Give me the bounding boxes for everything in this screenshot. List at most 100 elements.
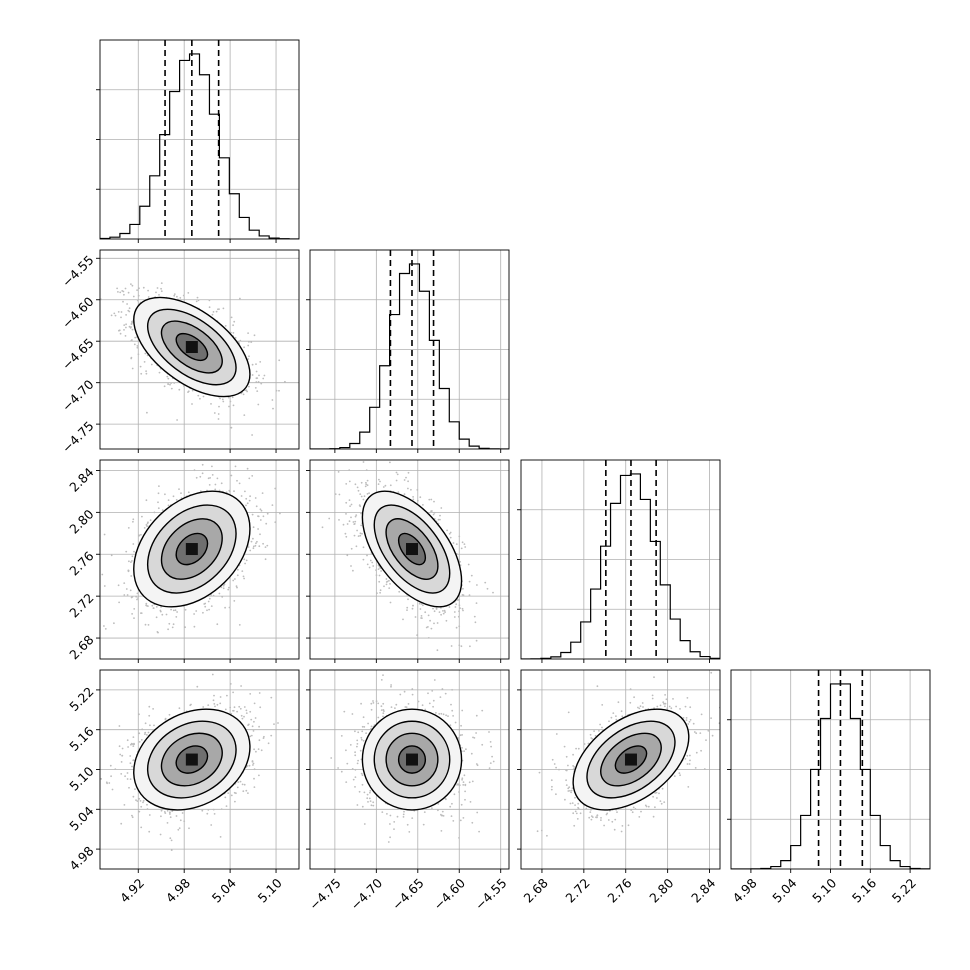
- scatter-point: [157, 507, 160, 510]
- scatter-point: [210, 605, 213, 607]
- scatter-point: [271, 504, 274, 506]
- scatter-point: [176, 295, 178, 298]
- scatter-point: [246, 502, 249, 505]
- scatter-point: [127, 560, 130, 563]
- scatter-point: [131, 284, 134, 287]
- scatter-point: [175, 499, 178, 501]
- scatter-point: [129, 589, 132, 592]
- scatter-point: [458, 610, 460, 613]
- scatter-point: [155, 291, 157, 294]
- scatter-point: [123, 293, 125, 296]
- scatter-point: [328, 517, 331, 520]
- scatter-point: [98, 346, 100, 348]
- scatter-point: [346, 554, 349, 557]
- scatter-point: [113, 622, 115, 625]
- scatter-point: [427, 614, 430, 617]
- scatter-point: [240, 714, 243, 717]
- scatter-point: [257, 528, 259, 530]
- scatter-point: [252, 547, 255, 550]
- scatter-point: [389, 601, 392, 604]
- scatter-point: [244, 490, 246, 493]
- scatter-point: [459, 560, 461, 563]
- scatter-point: [386, 580, 389, 583]
- scatter-point: [220, 586, 223, 589]
- scatter-point: [455, 603, 458, 606]
- scatter-point: [243, 414, 246, 416]
- scatter-point: [146, 803, 148, 806]
- scatter-point: [130, 326, 132, 328]
- scatter-point: [204, 605, 207, 608]
- scatter-point: [166, 822, 169, 824]
- scatter-point: [247, 546, 250, 548]
- scatter-point: [396, 473, 399, 476]
- scatter-point: [361, 532, 363, 535]
- scatter-point: [476, 584, 478, 586]
- scatter-point: [222, 584, 225, 587]
- scatter-point: [450, 645, 453, 647]
- scatter-point: [358, 504, 361, 506]
- scatter-point: [184, 608, 187, 611]
- scatter-point: [113, 312, 116, 315]
- scatter-point: [366, 479, 369, 482]
- scatter-point: [211, 465, 213, 468]
- scatter-point: [167, 499, 170, 501]
- scatter-point: [236, 586, 238, 589]
- scatter-point: [135, 595, 138, 598]
- scatter-point: [131, 596, 134, 598]
- scatter-point: [217, 418, 220, 420]
- scatter-point: [119, 332, 122, 335]
- panel-2-1: [310, 460, 509, 659]
- scatter-point: [459, 607, 461, 609]
- scatter-point: [132, 520, 134, 523]
- scatter-point: [366, 563, 369, 566]
- scatter-point: [224, 325, 227, 327]
- scatter-point: [120, 316, 122, 319]
- scatter-point: [250, 540, 253, 543]
- scatter-point: [463, 543, 466, 545]
- scatter-point: [173, 382, 176, 384]
- scatter-point: [254, 387, 257, 389]
- scatter-point: [433, 511, 436, 514]
- scatter-point: [136, 289, 139, 291]
- scatter-point: [239, 339, 242, 342]
- scatter-point: [143, 361, 146, 363]
- scatter-point: [468, 594, 471, 596]
- scatter-point: [259, 361, 262, 363]
- scatter-point: [389, 484, 392, 487]
- scatter-point: [228, 606, 231, 609]
- scatter-point: [221, 596, 224, 598]
- scatter-point: [233, 490, 235, 493]
- scatter-point: [137, 597, 139, 599]
- scatter-point: [208, 608, 211, 611]
- scatter-point: [151, 604, 154, 607]
- scatter-point: [424, 611, 427, 614]
- histogram-0: [100, 53, 299, 239]
- scatter-point: [130, 339, 133, 342]
- scatter-point: [219, 397, 221, 400]
- scatter-point: [168, 622, 171, 625]
- scatter-point: [368, 566, 371, 569]
- scatter-point: [430, 627, 433, 630]
- scatter-point: [230, 316, 233, 319]
- scatter-point: [395, 471, 398, 474]
- scatter-point: [284, 380, 286, 383]
- scatter-point: [234, 578, 236, 580]
- scatter-point: [116, 287, 118, 290]
- scatter-point: [125, 550, 128, 553]
- scatter-point: [222, 587, 225, 590]
- scatter-point: [377, 483, 380, 485]
- scatter-point: [257, 515, 259, 517]
- scatter-point: [353, 523, 356, 525]
- scatter-point: [146, 734, 148, 736]
- scatter-point: [133, 617, 135, 619]
- scatter-point: [137, 353, 140, 356]
- scatter-point: [321, 526, 324, 529]
- scatter-point: [155, 606, 158, 608]
- scatter-point: [118, 725, 121, 727]
- scatter-point: [202, 395, 205, 398]
- scatter-point: [145, 602, 148, 605]
- scatter-point: [449, 536, 452, 539]
- scatter-point: [140, 739, 143, 741]
- scatter-point: [247, 332, 250, 334]
- scatter-point: [474, 621, 477, 624]
